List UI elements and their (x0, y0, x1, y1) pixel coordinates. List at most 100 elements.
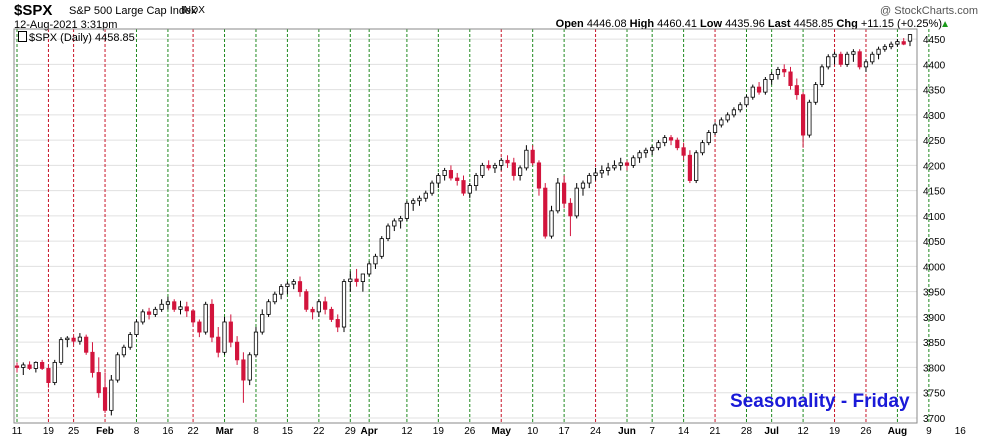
up-candle (266, 301, 271, 315)
x-tick-label: 8 (253, 426, 259, 437)
up-candle (813, 84, 818, 103)
y-tick-label: 3750 (923, 389, 946, 400)
last-value: 4458.85 (793, 18, 834, 30)
high-value: 4460.41 (657, 18, 697, 30)
up-candle (58, 339, 64, 363)
x-tick-label: 12 (798, 426, 810, 437)
down-candle (190, 310, 196, 323)
y-tick-label: 3800 (923, 363, 946, 374)
low-label: Low (700, 18, 722, 30)
up-candle (492, 164, 498, 169)
up-candle (876, 48, 881, 55)
up-candle (587, 175, 592, 184)
x-tick-label: 12 (401, 426, 413, 437)
x-tick-label: 10 (527, 426, 539, 437)
up-candle (775, 69, 781, 75)
down-candle (455, 177, 460, 181)
up-candle (367, 263, 372, 275)
y-tick-label: 4200 (923, 161, 946, 172)
up-candle (165, 301, 171, 305)
x-tick-label: 16 (162, 426, 174, 437)
x-tick-label: 16 (955, 426, 967, 437)
series-legend: $SPX (Daily) 4458.85 (18, 31, 135, 44)
up-candle (285, 283, 290, 288)
up-candle (549, 210, 554, 237)
up-candle (700, 142, 705, 154)
up-candle (769, 74, 774, 80)
symbol: $SPX (14, 2, 53, 19)
x-tick-label: May (492, 426, 512, 437)
plot-frame (13, 28, 918, 424)
up-candle (253, 331, 259, 356)
x-tick-label: 26 (464, 426, 476, 437)
up-candle (719, 119, 724, 126)
up-candle (517, 167, 523, 176)
down-candle (40, 361, 45, 369)
x-tick-label: 11 (12, 426, 23, 437)
exchange: INDX (181, 5, 205, 16)
up-candle (404, 202, 410, 219)
last-label: Last (767, 18, 791, 30)
up-arrow-icon: ▲ (940, 19, 950, 30)
up-candle (115, 354, 120, 381)
up-candle (373, 255, 378, 265)
y-tick-label: 3900 (923, 313, 946, 324)
up-candle (807, 101, 812, 136)
up-candle (473, 175, 479, 186)
y-tick-label: 4000 (923, 262, 946, 273)
up-candle (348, 278, 353, 282)
up-candle (77, 336, 82, 342)
x-tick-label: 24 (590, 426, 602, 437)
up-candle (247, 354, 252, 381)
y-tick-label: 4150 (923, 187, 946, 198)
up-candle (442, 170, 447, 176)
y-axis-labels: 3700 3750 3800 3850 3900 3950 4000 4050 4100 4150… (923, 35, 946, 425)
up-candle (128, 334, 133, 348)
down-candle (624, 162, 630, 166)
down-candle (800, 94, 806, 136)
up-candle (379, 238, 384, 257)
y-tick-label: 4350 (923, 86, 946, 97)
down-candle (681, 147, 686, 156)
up-candle (33, 361, 38, 369)
up-candle (662, 137, 667, 144)
up-candle (423, 192, 428, 199)
up-candle (731, 109, 737, 116)
up-candle (851, 51, 856, 55)
up-candle (134, 321, 139, 336)
up-candle (643, 149, 648, 154)
up-candle (555, 182, 560, 212)
down-candle (838, 53, 843, 65)
down-candle (102, 387, 108, 411)
down-candle (46, 368, 51, 383)
up-candle (694, 152, 699, 181)
down-candle (543, 187, 548, 237)
down-candle (329, 308, 334, 320)
chg-label: Chg (836, 18, 858, 30)
up-candle (499, 159, 504, 166)
x-tick-label: 25 (68, 426, 80, 437)
up-candle (870, 53, 875, 63)
down-candle (310, 308, 315, 313)
up-candle (109, 379, 114, 411)
up-candle (650, 147, 655, 151)
down-candle (857, 51, 862, 68)
x-tick-label: 29 (345, 426, 357, 437)
up-candle (411, 200, 416, 204)
up-candle (140, 311, 145, 323)
up-candle (52, 361, 57, 383)
down-candle (794, 85, 799, 96)
high-label: High (629, 18, 655, 30)
x-tick-label: 28 (741, 426, 753, 437)
up-candle (429, 182, 435, 194)
x-tick-label: Aug (888, 426, 907, 437)
x-tick-label: 22 (188, 426, 200, 437)
down-candle (788, 71, 793, 86)
chg-value: +11.15 (+0.25%) (860, 18, 942, 30)
up-candle (279, 286, 284, 295)
up-candle (744, 96, 749, 106)
up-candle (203, 303, 208, 333)
x-tick-label: 15 (282, 426, 294, 437)
up-candle (222, 321, 227, 353)
y-tick-label: 3700 (923, 414, 946, 425)
